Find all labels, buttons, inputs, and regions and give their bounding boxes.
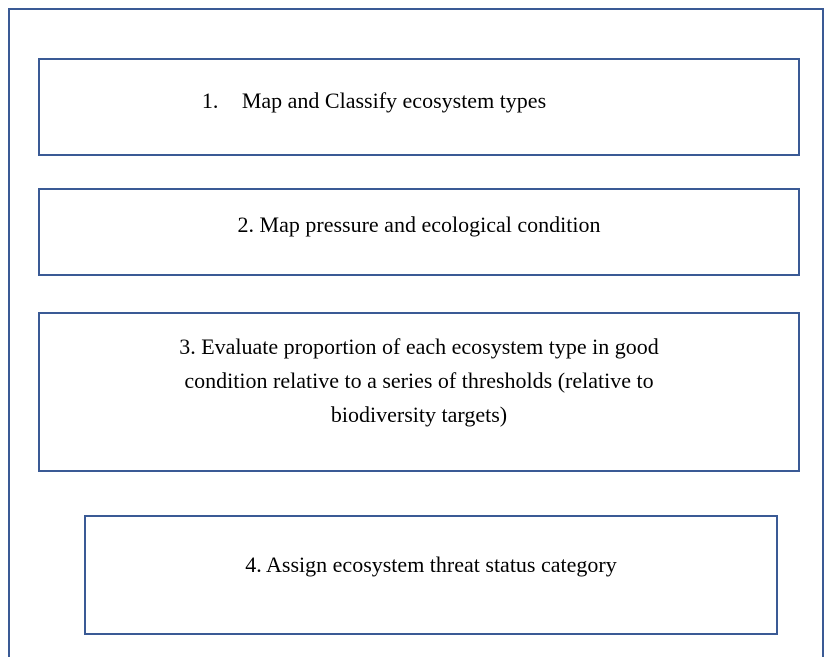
step-label: 2. Map pressure and ecological condition [237,212,601,237]
step-line: biodiversity targets) [330,402,508,427]
step-line: 3. Evaluate proportion of each ecosystem… [179,334,659,359]
step-box: 4. Assign ecosystem threat status catego… [84,515,778,635]
step-number: 1. [201,88,219,113]
step-text: 1. Map and Classify ecosystem types [202,84,546,118]
step-box: 3. Evaluate proportion of each ecosystem… [38,312,800,472]
step-line: condition relative to a series of thresh… [184,368,654,393]
step-label: 4. Assign ecosystem threat status catego… [245,552,617,577]
step-box: 1. Map and Classify ecosystem types [38,58,800,156]
step-label: Map and Classify ecosystem types [241,88,547,113]
outer-frame [8,8,824,657]
step-box: 2. Map pressure and ecological condition [38,188,800,276]
